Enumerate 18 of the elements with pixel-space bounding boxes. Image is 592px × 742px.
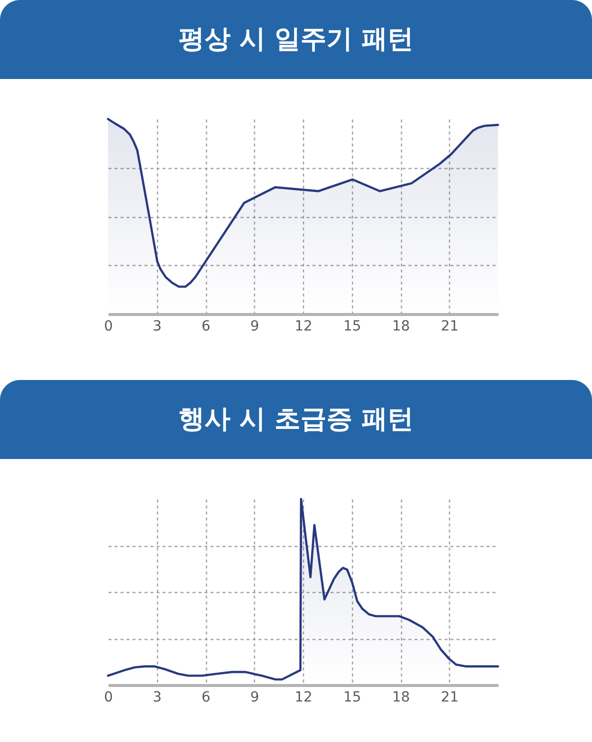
x-tick-label: 12 [294, 318, 312, 334]
x-tick-label: 0 [104, 318, 113, 334]
x-tick-label: 3 [152, 318, 162, 334]
x-tick-label: 15 [343, 318, 362, 334]
x-tick-label: 6 [202, 318, 211, 334]
x-tick-label: 18 [392, 318, 410, 334]
x-tick-label: 18 [392, 690, 410, 706]
x-tick-label: 21 [440, 690, 459, 706]
x-tick-label: 15 [343, 690, 362, 706]
x-tick-label: 3 [152, 690, 162, 706]
x-tick-label: 9 [250, 690, 260, 706]
chart-title: 행사 시 초급증 패턴 [178, 404, 414, 434]
chart-title: 평상 시 일주기 패턴 [178, 24, 414, 54]
x-tick-label: 21 [440, 318, 459, 334]
x-tick-label: 12 [294, 690, 312, 706]
x-tick-label: 6 [202, 690, 211, 706]
x-tick-label: 0 [104, 690, 113, 706]
x-tick-label: 9 [250, 318, 260, 334]
